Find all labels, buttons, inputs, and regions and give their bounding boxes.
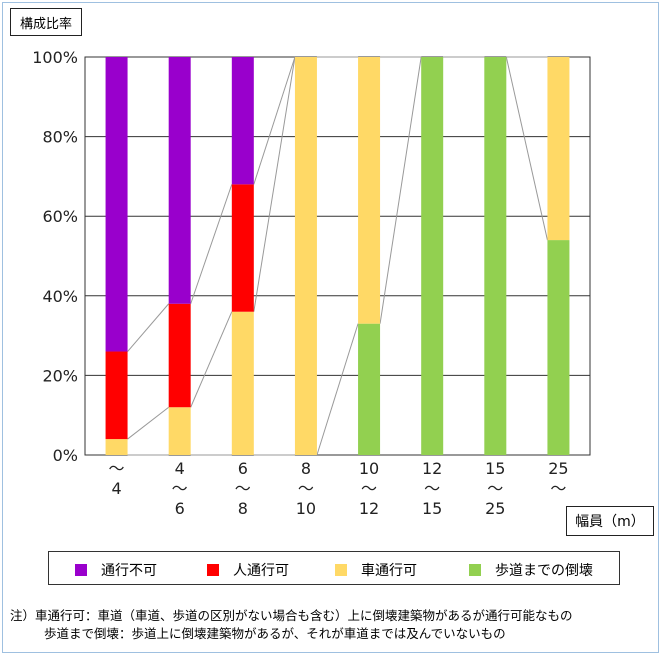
y-tick-label: 40% [42, 287, 78, 306]
y-tick-label: 100% [32, 48, 78, 67]
x-tick-label: ～ [298, 479, 314, 498]
x-tick-label: ～ [424, 479, 440, 498]
series-connector-line [190, 184, 233, 304]
footnote-prefix: 注） [10, 608, 36, 623]
x-axis-label: 幅員（m） [566, 506, 654, 536]
x-tick-label: 6 [238, 459, 248, 478]
series-connector-line [127, 303, 170, 352]
series-connector-line [505, 56, 548, 241]
legend-label: 人通行可 [233, 563, 289, 579]
bar-segment [358, 323, 381, 455]
x-tick-label: 25 [485, 499, 505, 518]
bar-segment [231, 311, 254, 455]
y-axis-label-text: 構成比率 [19, 16, 72, 32]
legend-swatch-red [207, 564, 219, 576]
y-tick-label: 20% [42, 366, 78, 385]
bar-segment [421, 57, 444, 455]
x-tick-label: 15 [485, 459, 505, 478]
legend: 通行不可 人通行可 車通行可 歩道までの倒壊 [48, 551, 620, 585]
x-tick-label: ～ [172, 479, 188, 498]
series-connector-line [190, 311, 233, 408]
legend-swatch-yellow [335, 564, 347, 576]
legend-label: 通行不可 [101, 563, 157, 579]
legend-item-vehicle-passable: 車通行可 [335, 560, 417, 580]
bar-segment [358, 57, 381, 324]
footnote-line-2: 歩道まで倒壊：歩道上に倒壊建築物があるが、それが車道までは及んでいないもの [44, 626, 506, 641]
bar-segment [484, 57, 507, 455]
legend-swatch-purple [75, 564, 87, 576]
series-connector-line [253, 56, 296, 312]
x-tick-label: 12 [359, 499, 379, 518]
y-axis-label: 構成比率 [10, 8, 82, 36]
x-tick-label: 4 [175, 459, 185, 478]
bar-segment [168, 407, 191, 455]
bar-segment [231, 57, 254, 185]
legend-label: 車通行可 [361, 563, 417, 579]
series-connector-line [316, 323, 359, 456]
bar-segment [294, 57, 317, 455]
x-tick-label: ～ [235, 479, 251, 498]
legend-item-sidewalk-collapse: 歩道までの倒壊 [469, 560, 593, 580]
bar-segment [105, 439, 128, 455]
footnote: 注）車通行可：車道（車道、歩道の区別がない場合も含む）上に倒壊建築物があるが通行… [10, 607, 573, 643]
bar-segment [231, 184, 254, 312]
legend-item-pedestrian-passable: 人通行可 [207, 560, 289, 580]
x-tick-label: 15 [422, 499, 442, 518]
legend-label: 歩道までの倒壊 [495, 563, 593, 579]
x-axis-label-text: 幅員（m） [575, 514, 645, 530]
x-tick-label: ～ [487, 479, 503, 498]
x-tick-label: 8 [301, 459, 311, 478]
stacked-bar-chart: 0%20%40%60%80%100%～44～66～88～1010～1212～15… [32, 48, 591, 518]
x-tick-label: ～ [550, 479, 566, 498]
legend-swatch-green [469, 564, 481, 576]
y-tick-label: 0% [53, 446, 78, 465]
x-tick-label: 10 [296, 499, 316, 518]
y-tick-label: 60% [42, 207, 78, 226]
x-tick-label: ～ [109, 459, 125, 478]
x-tick-label: 12 [422, 459, 442, 478]
series-connector-line [253, 56, 296, 185]
x-tick-label: 10 [359, 459, 379, 478]
series-connector-line [379, 56, 422, 324]
x-tick-label: 6 [175, 499, 185, 518]
y-tick-label: 80% [42, 128, 78, 147]
footnote-line-1: 車通行可：車道（車道、歩道の区別がない場合も含む）上に倒壊建築物があるが通行可能… [35, 608, 573, 623]
bar-segment [168, 303, 191, 408]
series-connector-line [127, 406, 169, 440]
legend-item-not-passable: 通行不可 [75, 560, 157, 580]
x-tick-label: ～ [361, 479, 377, 498]
bar-segment [168, 57, 191, 304]
bar-segment [105, 57, 128, 352]
plot-area-border [84, 56, 591, 456]
bar-segment [547, 57, 570, 241]
bar-segment [105, 351, 128, 440]
x-tick-label: 8 [238, 499, 248, 518]
x-tick-label: 4 [111, 479, 121, 498]
x-tick-label: 25 [548, 459, 568, 478]
bar-segment [547, 240, 570, 455]
